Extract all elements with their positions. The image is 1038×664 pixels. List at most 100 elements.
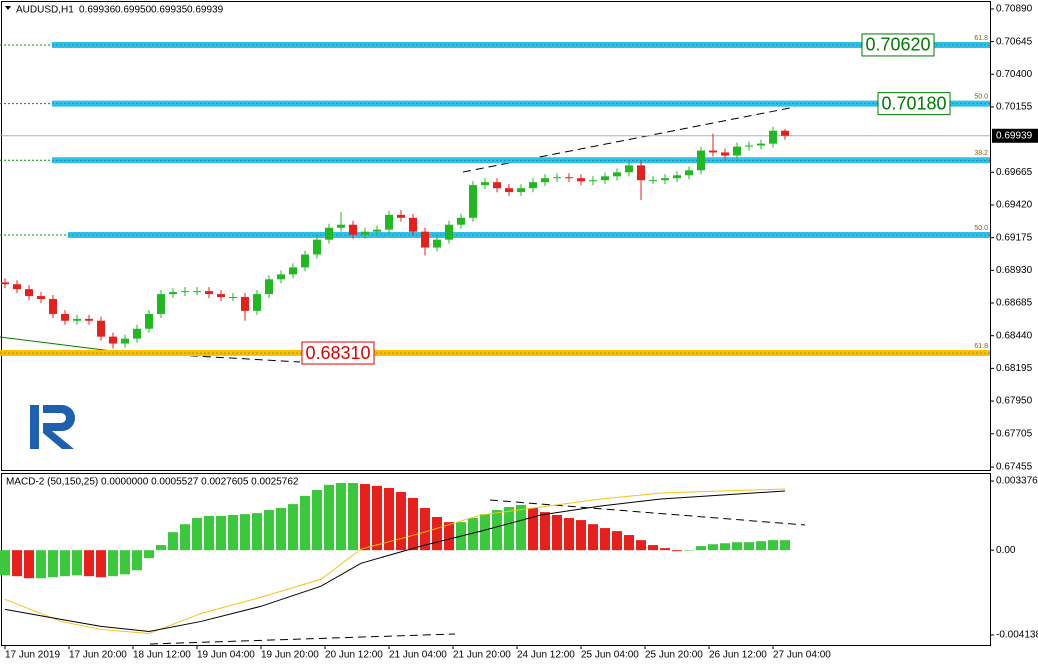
histogram-bar — [312, 489, 322, 551]
y-tick-label: 0.70890 — [996, 4, 1033, 15]
candle-body — [145, 313, 153, 329]
histogram-bar — [588, 524, 598, 551]
histogram-bar — [300, 495, 310, 551]
y-tick-label: 0.00 — [996, 545, 1016, 556]
fib-label: 50.0 — [974, 93, 988, 100]
histogram-bar — [168, 532, 178, 551]
candle-body — [181, 291, 189, 293]
candle-body — [337, 224, 345, 228]
candle-body — [697, 150, 705, 171]
candle-body — [637, 165, 645, 181]
histogram-bar — [132, 550, 142, 571]
y-tick-label: 0.67455 — [996, 462, 1033, 473]
histogram-bar — [768, 540, 778, 551]
candle-body — [121, 338, 129, 344]
macd-line — [4, 490, 786, 632]
histogram-bar — [60, 550, 70, 577]
y-tick-label: 0.68195 — [996, 363, 1033, 374]
candle-body — [109, 336, 117, 344]
candle-body — [1, 282, 9, 285]
histogram-bar — [192, 518, 202, 551]
x-tick-label: 17 Jun 2019 — [5, 650, 60, 661]
candle-body — [325, 227, 333, 240]
candle-body — [37, 296, 45, 300]
histogram-bar — [720, 543, 730, 551]
candle-body — [421, 231, 429, 248]
last-price-box — [992, 128, 1038, 143]
candle-body — [397, 214, 405, 218]
level-label: 0.68310 — [305, 343, 370, 363]
candle-body — [673, 175, 681, 179]
histogram-bar — [216, 515, 226, 551]
histogram-bar — [756, 541, 766, 551]
x-tick-label: 27 Jun 04:00 — [773, 650, 831, 661]
x-tick-label: 21 Jun 20:00 — [453, 650, 511, 661]
candle-body — [769, 130, 777, 144]
histogram-bar — [660, 548, 670, 551]
histogram-bar — [288, 504, 298, 551]
y-tick-label: 0.68685 — [996, 298, 1033, 309]
histogram-bar — [108, 550, 118, 577]
candle-body — [601, 176, 609, 181]
histogram-bar — [72, 550, 82, 576]
logo-bar — [30, 405, 39, 449]
y-tick-label: 0.70645 — [996, 36, 1033, 47]
candle-body — [733, 146, 741, 156]
histogram-bar — [396, 492, 406, 551]
candle-body — [409, 217, 417, 232]
y-tick-label: 0.67705 — [996, 428, 1033, 439]
histogram-bar — [204, 515, 214, 551]
histogram-bar — [360, 484, 370, 551]
candle-body — [433, 239, 441, 248]
candle-body — [265, 279, 273, 295]
histogram-bar — [432, 517, 442, 551]
histogram-bar — [564, 518, 574, 551]
candle-body — [49, 299, 57, 314]
histogram-bar — [492, 510, 502, 551]
x-tick-label: 21 Jun 04:00 — [389, 650, 447, 661]
level-label: 0.70620 — [865, 35, 930, 55]
histogram-bar — [648, 545, 658, 551]
candle-body — [277, 274, 285, 280]
candle-body — [565, 177, 573, 179]
histogram-bar — [120, 550, 130, 575]
histogram-bar — [504, 506, 514, 551]
histogram-bar — [144, 550, 154, 559]
candle-body — [613, 172, 621, 177]
histogram-bar — [48, 550, 58, 578]
y-tick-label: 0.69665 — [996, 167, 1033, 178]
candle-body — [589, 180, 597, 182]
histogram-bar — [444, 522, 454, 551]
candle-body — [193, 291, 201, 293]
histogram-bar — [612, 531, 622, 551]
histogram-bar — [12, 550, 22, 577]
histogram-bar — [384, 487, 394, 551]
candle-body — [661, 178, 669, 181]
quote-high: 0.69950 — [115, 5, 152, 16]
candle-body — [457, 217, 465, 225]
histogram-bar — [732, 542, 742, 551]
candle-body — [301, 254, 309, 268]
candle-body — [445, 224, 453, 240]
y-tick-label: -0.004138 — [996, 630, 1038, 641]
fib-label: 61.8 — [974, 35, 988, 42]
histogram-bar — [480, 514, 490, 551]
candle-body — [13, 284, 21, 290]
x-tick-label: 24 Jun 12:00 — [517, 650, 575, 661]
histogram-bar — [228, 514, 238, 551]
x-tick-label: 25 Jun 20:00 — [645, 650, 703, 661]
histogram-bar — [636, 540, 646, 551]
candle-body — [781, 130, 789, 136]
histogram-bar — [180, 524, 190, 551]
fib-label: 50.0 — [974, 225, 988, 232]
x-tick-label: 17 Jun 20:00 — [69, 650, 127, 661]
histogram-bar — [240, 514, 250, 551]
x-tick-label: 19 Jun 04:00 — [197, 650, 255, 661]
candle-body — [709, 150, 717, 153]
level-box — [301, 341, 375, 365]
histogram-bar — [0, 550, 10, 576]
candle-body — [385, 214, 393, 230]
histogram-bar — [408, 497, 418, 551]
candle-body — [229, 297, 237, 299]
